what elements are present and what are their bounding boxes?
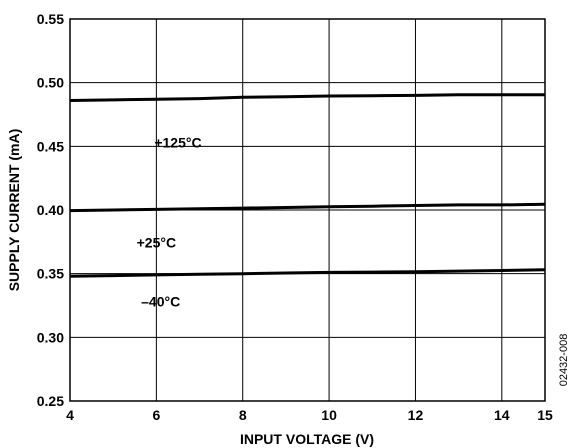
y-axis-title: SUPPLY CURRENT (mA) xyxy=(6,129,22,292)
plot-frame xyxy=(69,18,546,402)
x-tick-label: 8 xyxy=(239,407,247,423)
y-tick-label: 0.35 xyxy=(37,266,64,282)
figure-id: 02432-008 xyxy=(558,334,570,387)
series-line xyxy=(69,93,545,102)
series-labels: +125°C +25°C –40°C xyxy=(137,135,202,310)
y-tick-label: 0.30 xyxy=(37,329,64,345)
series-layer xyxy=(69,93,546,278)
y-tick-label: 0.45 xyxy=(37,138,64,154)
series-label: +25°C xyxy=(137,234,176,250)
x-tick-labels: 4 6 8 10 12 14 15 xyxy=(66,407,553,423)
y-tick-label: 0.55 xyxy=(37,11,64,27)
series-line xyxy=(69,268,546,278)
x-tick-label: 15 xyxy=(537,407,553,423)
y-tick-label: 0.40 xyxy=(37,202,64,218)
series-line xyxy=(69,202,546,213)
y-tick-labels: 0.25 0.30 0.35 0.40 0.45 0.50 0.55 xyxy=(37,11,64,409)
x-tick-label: 12 xyxy=(408,407,424,423)
x-tick-label: 10 xyxy=(321,407,337,423)
x-axis-title: INPUT VOLTAGE (V) xyxy=(240,431,374,447)
y-tick-label: 0.25 xyxy=(37,393,64,409)
series-label: –40°C xyxy=(141,294,180,310)
x-tick-label: 6 xyxy=(152,407,160,423)
x-tick-label: 14 xyxy=(494,407,510,423)
series-label: +125°C xyxy=(154,135,201,151)
x-tick-label: 4 xyxy=(66,407,74,423)
y-tick-label: 0.50 xyxy=(37,75,64,91)
